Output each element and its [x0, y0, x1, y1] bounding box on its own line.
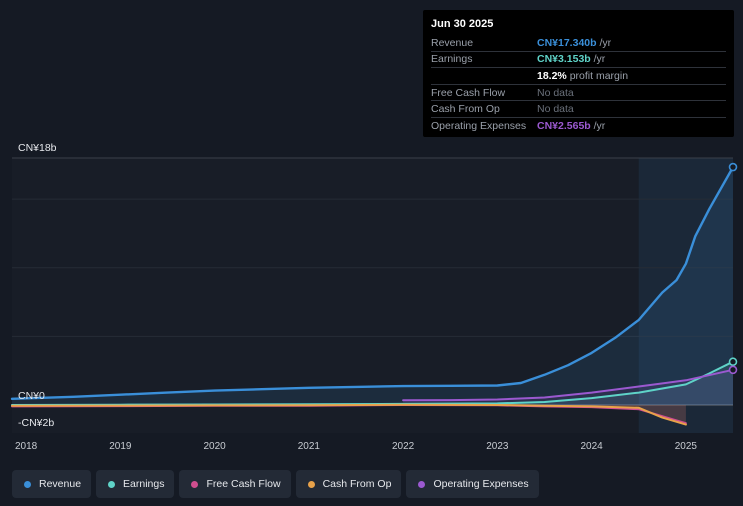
series-area-operating-expenses [403, 369, 733, 405]
tooltip-row-value: CN¥17.340b /yr [537, 36, 612, 49]
legend-dot-icon [191, 480, 199, 488]
series-line-operating-expenses [402, 368, 734, 402]
tooltip-row-value: No data [537, 86, 574, 99]
tooltip-row: Free Cash Flow No data [431, 83, 726, 101]
legend: Revenue Earnings Free Cash Flow Cash From O… [12, 470, 539, 498]
x-tick-label: 2018 [15, 441, 38, 452]
series-area-revenue [12, 167, 733, 405]
tooltip-row-label: Earnings [431, 53, 473, 66]
tooltip-row-label: Operating Expenses [431, 119, 527, 132]
tooltip-row: Earnings CN¥3.153b /yr [431, 50, 726, 68]
x-tick-label: 2023 [486, 441, 509, 452]
legend-item-operating-expenses[interactable]: Operating Expenses [406, 470, 539, 498]
tooltip-row: Operating Expenses CN¥2.565b /yr [431, 116, 726, 134]
legend-label: Cash From Op [322, 478, 392, 490]
tooltip-row-label: Revenue [431, 36, 474, 49]
endpoint-operating-expenses [728, 365, 738, 375]
tooltip-date: Jun 30 2025 [431, 18, 494, 30]
x-tick-label: 2024 [581, 441, 604, 452]
tooltip-row-value: CN¥2.565b /yr [537, 119, 606, 132]
legend-label: Free Cash Flow [206, 478, 281, 490]
y-axis-label: -CN¥2b [18, 417, 54, 429]
tooltip-row-label: Cash From Op [431, 103, 500, 116]
future-highlight-band [638, 158, 733, 433]
tooltip-panel: Jun 30 2025 Revenue CN¥17.340b /yr Earning… [423, 10, 734, 137]
legend-label: Revenue [39, 478, 82, 490]
legend-item-free-cash-flow[interactable]: Free Cash Flow [179, 470, 291, 498]
x-tick-label: 2021 [298, 441, 321, 452]
x-tick-label: 2022 [392, 441, 415, 452]
series-line-cash-from-op [11, 403, 687, 426]
legend-item-revenue[interactable]: Revenue [12, 470, 92, 498]
y-axis-label: CN¥0 [18, 390, 45, 402]
legend-dot-icon [24, 480, 31, 488]
legend-dot-icon [307, 480, 315, 488]
endpoint-earnings [728, 357, 738, 367]
legend-item-earnings[interactable]: Earnings [96, 470, 175, 498]
x-tick-label: 2020 [204, 441, 227, 452]
series-line-revenue [10, 165, 735, 400]
legend-dot-icon [108, 480, 116, 488]
endpoint-revenue [728, 162, 738, 172]
x-tick-label: 2025 [675, 441, 698, 452]
tooltip-row-value: No data [537, 103, 574, 116]
legend-item-cash-from-op[interactable]: Cash From Op [295, 470, 402, 498]
series-area-earnings [12, 361, 733, 405]
tooltip-row-value: CN¥3.153b /yr [537, 53, 606, 66]
legend-dot-icon [418, 480, 426, 488]
tooltip-row-value: 18.2% profit margin [537, 69, 629, 82]
tooltip-row: Cash From Op No data [431, 100, 726, 117]
y-axis-label: CN¥18b [18, 142, 57, 154]
legend-label: Operating Expenses [433, 478, 529, 490]
tooltip-row-label: Free Cash Flow [431, 86, 506, 99]
tooltip-row: Revenue CN¥17.340b /yr [431, 35, 726, 51]
x-tick-label: 2019 [109, 441, 132, 452]
tooltip-row: 18.2% profit margin [431, 67, 726, 84]
legend-label: Earnings [123, 478, 165, 490]
